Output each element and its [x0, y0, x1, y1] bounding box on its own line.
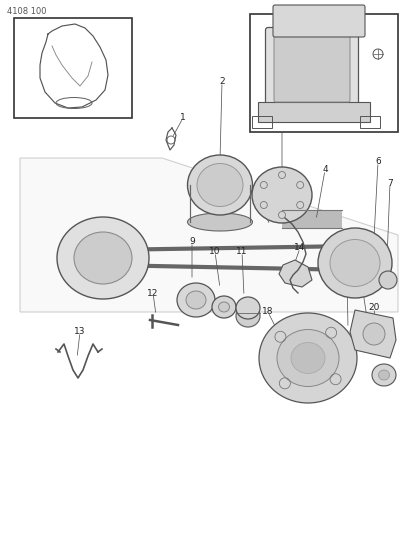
FancyBboxPatch shape — [274, 36, 350, 102]
Bar — [360, 116, 380, 128]
Text: 13: 13 — [74, 327, 86, 336]
Text: 4108 100: 4108 100 — [7, 7, 47, 16]
Ellipse shape — [291, 343, 325, 374]
Ellipse shape — [212, 296, 236, 318]
Bar — [14, 18, 132, 118]
Bar — [252, 116, 272, 128]
Ellipse shape — [379, 370, 390, 380]
Text: 15: 15 — [327, 262, 339, 271]
Text: 2: 2 — [219, 77, 225, 86]
Text: 7: 7 — [387, 179, 393, 188]
Polygon shape — [350, 310, 396, 358]
Text: 24: 24 — [324, 101, 336, 109]
Ellipse shape — [186, 291, 206, 309]
Text: 4: 4 — [322, 166, 328, 174]
Text: 22: 22 — [384, 43, 396, 52]
Ellipse shape — [277, 329, 339, 386]
Text: 20: 20 — [368, 303, 380, 312]
Text: 12: 12 — [147, 288, 159, 297]
Ellipse shape — [236, 305, 260, 327]
Ellipse shape — [74, 232, 132, 284]
Bar — [258, 102, 370, 122]
Ellipse shape — [372, 364, 396, 386]
Ellipse shape — [318, 228, 392, 298]
Ellipse shape — [57, 217, 149, 299]
Text: 3: 3 — [279, 125, 285, 134]
Ellipse shape — [177, 283, 215, 317]
Text: 1: 1 — [180, 114, 186, 123]
Text: 9: 9 — [189, 238, 195, 246]
Bar — [282, 210, 342, 228]
Text: 11: 11 — [236, 247, 248, 256]
Text: 16: 16 — [50, 52, 62, 61]
Text: 23: 23 — [379, 108, 391, 117]
Text: 18: 18 — [262, 308, 274, 317]
Circle shape — [379, 271, 397, 289]
Text: 6: 6 — [375, 157, 381, 166]
Ellipse shape — [219, 302, 229, 312]
Text: 5: 5 — [252, 188, 258, 197]
Ellipse shape — [252, 167, 312, 223]
Text: 19: 19 — [356, 280, 368, 289]
Ellipse shape — [188, 213, 253, 231]
Text: 8: 8 — [83, 257, 89, 266]
Polygon shape — [20, 158, 398, 312]
Text: 21: 21 — [341, 271, 353, 279]
Bar — [250, 14, 398, 132]
Ellipse shape — [197, 164, 243, 206]
Text: 16: 16 — [382, 63, 394, 72]
Ellipse shape — [236, 297, 260, 319]
Text: 10: 10 — [209, 247, 221, 256]
Circle shape — [363, 323, 385, 345]
Text: 17: 17 — [274, 327, 286, 336]
Text: 16: 16 — [89, 44, 101, 52]
Polygon shape — [279, 260, 312, 287]
Ellipse shape — [330, 239, 380, 287]
FancyBboxPatch shape — [273, 5, 365, 37]
Ellipse shape — [259, 313, 357, 403]
Text: 14: 14 — [294, 244, 306, 253]
FancyBboxPatch shape — [266, 28, 359, 108]
Ellipse shape — [188, 155, 253, 215]
